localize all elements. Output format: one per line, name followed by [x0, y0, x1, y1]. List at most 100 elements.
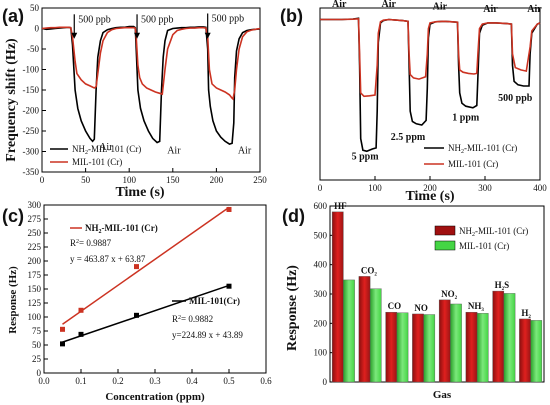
xtick-label-a-3: 150: [166, 175, 180, 185]
ylabel-c: Response (Hz): [7, 266, 19, 334]
xtick-label-a-5: 250: [253, 175, 267, 185]
panel-label-d: (d): [282, 206, 305, 226]
ytick-label-a-7: 0: [35, 24, 40, 34]
ytick-label-d-0: 0: [323, 377, 328, 387]
bar-d-1-1: [369, 288, 382, 383]
bar-d-1-5: [476, 313, 489, 383]
ytick-label-d-2: 200: [314, 318, 328, 328]
ytick-label-c-2: 50: [32, 340, 42, 350]
point-c-1-1: [78, 331, 84, 337]
ytick-label-d-3: 300: [314, 289, 328, 299]
category-label-d-2: CO: [388, 301, 402, 311]
xlabel-c: Concentration (ppm): [105, 391, 205, 403]
xtick-label-b-3: 300: [478, 183, 492, 193]
series-b-0: [320, 17, 541, 153]
point-c-0-1: [78, 307, 84, 313]
legend-c-2: MIL-101(Cr): [189, 296, 240, 306]
category-label-d-5: NH3: [468, 301, 485, 313]
point-c-1-3: [226, 283, 232, 289]
xtick-label-a-1: 50: [81, 175, 91, 185]
bar-d-0-3: [412, 313, 424, 383]
ytick-label-a-1: -300: [23, 147, 40, 157]
category-label-d-4: NO2: [441, 289, 458, 301]
legend-a-1: NH2-MIL-101 (Cr): [72, 144, 141, 156]
ytick-label-c-10: 250: [28, 228, 42, 238]
panel-a: (a) Frequency shift (Hz) Time (s) 0 50 100…: [2, 3, 267, 200]
ytick-label-a-5: -100: [23, 65, 40, 75]
category-label-d-0: HF: [334, 201, 347, 211]
point-c-0-0: [60, 326, 65, 332]
air-label-a-2: Air: [238, 145, 252, 156]
xtick-label-b-0: 0: [318, 183, 323, 193]
category-label-d-6: H2S: [495, 280, 510, 292]
legend-b-1: NH2-MIL-101 (Cr): [448, 143, 517, 155]
ytick-label-a-8: 50: [30, 3, 40, 13]
panel-label-c: (c): [2, 206, 24, 226]
xtick-label-b-1: 100: [368, 183, 382, 193]
legend-c-1: NH2-MIL-101 (Cr): [85, 223, 158, 235]
ytick-label-c-9: 225: [28, 242, 42, 252]
bar-d-1-3: [423, 314, 436, 383]
air-label-a-0: Air: [99, 142, 113, 153]
annotation-b-0: 5 ppm: [352, 151, 380, 162]
xtick-label-b-2: 200: [423, 183, 437, 193]
bar-d-1-7: [530, 320, 543, 383]
category-label-d-1: CO2: [361, 265, 378, 277]
bar-d-0-4: [438, 299, 451, 383]
xtick-label-c-1: 0.1: [75, 376, 86, 386]
arrowhead-a-0: [71, 32, 78, 39]
ytick-label-a-0: -350: [23, 167, 40, 177]
bar-d-1-4: [450, 303, 462, 383]
bar-d-0-2: [385, 311, 398, 383]
ytick-label-a-3: -200: [23, 106, 40, 116]
legend-swatch-d-1: [434, 225, 456, 236]
xlabel-d: Gas: [433, 389, 452, 401]
xtick-label-c-2: 0.2: [112, 376, 123, 386]
series-a-1: [41, 26, 261, 101]
fit-line-c-0: [62, 206, 230, 325]
ytick-label-d-4: 400: [314, 260, 328, 270]
annotation-a-0: 500 ppb: [78, 14, 111, 25]
ytick-label-c-1: 25: [32, 354, 42, 364]
annotation-a-2: 500 ppb: [212, 13, 245, 24]
series-b-1: [320, 17, 541, 98]
air-label-b-4: Air: [527, 4, 542, 15]
xtick-label-a-2: 100: [122, 175, 136, 185]
air-label-b-0: Air: [332, 0, 347, 10]
xtick-label-c-4: 0.4: [186, 376, 198, 386]
legend-b-2: MIL-101 (Cr): [448, 159, 498, 169]
arrowhead-a-1: [134, 32, 141, 39]
panel-b: (b) Time (s) 0 100 200 300 400 5 ppm 2.5 ppm 1…: [280, 0, 547, 204]
bar-d-0-5: [465, 311, 478, 383]
point-c-0-3: [226, 206, 232, 212]
air-label-b-3: Air: [483, 4, 498, 15]
category-label-d-3: NO: [414, 303, 428, 313]
ytick-label-d-6: 600: [314, 201, 328, 211]
ytick-label-d-5: 500: [314, 230, 328, 240]
annotation-b-3: 500 ppb: [498, 93, 533, 104]
xtick-label-c-3: 0.3: [149, 376, 161, 386]
bar-d-0-0: [331, 211, 344, 383]
annotation-b-1: 2.5 ppm: [391, 132, 426, 143]
ytick-label-c-3: 75: [32, 326, 42, 336]
fit-line-c-1: [62, 284, 230, 343]
panel-c: (c) Response (Hz) Concentration (ppm) 0.…: [2, 200, 272, 403]
annotation-a-1: 500 ppb: [141, 14, 174, 25]
ytick-label-a-2: -250: [23, 126, 40, 136]
xtick-label-a-4: 200: [210, 175, 224, 185]
fit-eq-c-1: y = 463.87 x + 63.87: [70, 254, 146, 264]
arrowhead-a-2: [204, 32, 211, 39]
ytick-label-c-6: 150: [28, 284, 42, 294]
bar-d-0-6: [492, 290, 505, 383]
ytick-label-c-12: 300: [28, 200, 42, 210]
point-c-1-2: [134, 312, 139, 318]
air-label-b-2: Air: [433, 1, 448, 12]
annotation-b-2: 1 ppm: [452, 112, 480, 123]
ytick-label-c-7: 175: [28, 270, 42, 280]
ytick-label-c-5: 125: [28, 298, 42, 308]
panel-label-a: (a): [2, 6, 24, 26]
bar-d-1-0: [343, 279, 355, 383]
xtick-label-c-6: 0.6: [260, 376, 272, 386]
fit-eq-c-2: y=224.89 x + 43.89: [172, 330, 243, 340]
legend-d-1: NH2-MIL-101 (Cr): [459, 226, 528, 238]
